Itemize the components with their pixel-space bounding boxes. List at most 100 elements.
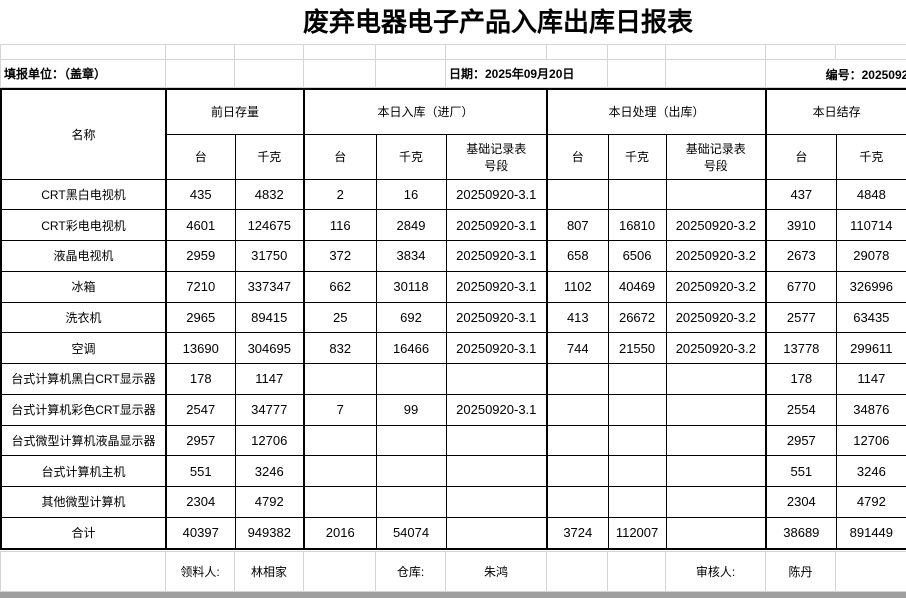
data-cell: 2957 xyxy=(765,424,837,457)
data-cell xyxy=(607,455,667,487)
col-header-name: 名称 xyxy=(0,88,167,180)
report-table: 名称 前日存量 本日入库（进厂） 本日处理（出库） 本日结存 台 千克 台 千克… xyxy=(0,88,906,550)
data-cell xyxy=(445,363,548,395)
auditor-name: 陈丹 xyxy=(765,551,836,592)
title-row: 废弃电器电子产品入库出库日报表 xyxy=(0,0,906,44)
warehouse-keeper-name: 朱鸿 xyxy=(445,551,547,592)
data-cell: 2304 xyxy=(765,486,837,518)
data-cell xyxy=(546,178,609,211)
data-cell: 34777 xyxy=(234,393,305,426)
data-cell xyxy=(665,486,767,518)
data-cell xyxy=(445,486,548,518)
serial-number-label: 编号：20250920 xyxy=(765,59,906,88)
data-cell: 110714 xyxy=(835,209,906,241)
data-cell: 2673 xyxy=(765,240,837,272)
table-row: 台式计算机主机 551 3246 551 3246 xyxy=(0,455,906,487)
row-name-cell: CRT彩电电视机 xyxy=(0,209,167,241)
data-cell xyxy=(665,178,767,211)
data-cell: 20250920-3.1 xyxy=(445,393,548,426)
data-cell: 2965 xyxy=(165,301,236,334)
data-cell: 4792 xyxy=(835,486,906,518)
data-cell: 2849 xyxy=(375,209,447,241)
data-cell: 2016 xyxy=(303,516,377,550)
data-cell: 20250920-3.1 xyxy=(445,270,548,303)
data-cell xyxy=(665,516,767,550)
data-cell: 437 xyxy=(765,178,837,211)
table-row: CRT彩电电视机 4601 124675 116 2849 20250920-3.1 807… xyxy=(0,209,906,241)
data-cell: 304695 xyxy=(234,332,305,364)
data-cell: 178 xyxy=(765,363,837,395)
row-name-cell: 合计 xyxy=(0,516,167,550)
warehouse-label: 仓库: xyxy=(375,551,446,592)
row-name-cell: 空调 xyxy=(0,332,167,364)
unit-header: 台 xyxy=(165,133,236,180)
data-cell: 25 xyxy=(303,301,377,334)
data-cell: 112007 xyxy=(607,516,667,550)
data-cell: 40397 xyxy=(165,516,236,550)
picker-name: 林相家 xyxy=(234,551,304,592)
unit-header: 基础记录表 号段 xyxy=(665,133,767,180)
unit-header: 千克 xyxy=(375,133,447,180)
data-cell xyxy=(303,363,377,395)
data-cell: 4832 xyxy=(234,178,305,211)
sheet-end-strip xyxy=(0,592,906,598)
data-cell: 658 xyxy=(546,240,609,272)
data-cell: 116 xyxy=(303,209,377,241)
data-cell xyxy=(607,424,667,457)
data-cell: 99 xyxy=(375,393,447,426)
data-cell: 551 xyxy=(765,455,837,487)
data-cell: 2547 xyxy=(165,393,236,426)
data-cell: 4848 xyxy=(835,178,906,211)
data-cell: 891449 xyxy=(835,516,906,550)
data-cell: 26672 xyxy=(607,301,667,334)
row-name-cell: 洗衣机 xyxy=(0,301,167,334)
table-row: 液晶电视机 2959 31750 372 3834 20250920-3.1 658 6506… xyxy=(0,240,906,272)
total-row: 合计 40397 949382 2016 54074 3724 112007 38689 891… xyxy=(0,516,906,550)
data-cell: 13690 xyxy=(165,332,236,364)
unit-header: 基础记录表 号段 xyxy=(445,133,548,180)
unit-header: 千克 xyxy=(234,133,305,180)
data-cell: 12706 xyxy=(835,424,906,457)
data-cell xyxy=(665,455,767,487)
row-name-cell: 液晶电视机 xyxy=(0,240,167,272)
reporting-unit-label: 填报单位：（盖章） xyxy=(0,59,166,88)
group-header-outbound: 本日处理（出库） xyxy=(546,88,767,135)
data-cell: 124675 xyxy=(234,209,305,241)
data-cell: 3834 xyxy=(375,240,447,272)
data-cell xyxy=(546,363,609,395)
data-cell: 16810 xyxy=(607,209,667,241)
group-header-inbound: 本日入库（进厂） xyxy=(303,88,548,135)
data-cell: 12706 xyxy=(234,424,305,457)
data-cell: 20250920-3.2 xyxy=(665,209,767,241)
data-cell: 4792 xyxy=(234,486,305,518)
data-cell: 20250920-3.1 xyxy=(445,332,548,364)
table-row: 其他微型计算机 2304 4792 2304 4792 xyxy=(0,486,906,518)
unit-header-row: 台 千克 台 千克 基础记录表 号段 台 千克 基础记录表 号段 台 千克 xyxy=(1,133,906,180)
data-cell: 16 xyxy=(375,178,447,211)
data-cell xyxy=(665,424,767,457)
data-cell: 299611 xyxy=(835,332,906,364)
blank-grid-row xyxy=(0,44,906,60)
data-cell: 20250920-3.1 xyxy=(445,301,548,334)
data-cell: 38689 xyxy=(765,516,837,550)
data-cell: 20250920-3.2 xyxy=(665,270,767,303)
table-row: CRT黑白电视机 435 4832 2 16 20250920-3.1 437 4848 xyxy=(0,178,906,211)
data-cell: 16466 xyxy=(375,332,447,364)
row-name-cell: 台式计算机黑白CRT显示器 xyxy=(0,363,167,395)
data-cell: 89415 xyxy=(234,301,305,334)
data-cell: 692 xyxy=(375,301,447,334)
data-cell xyxy=(445,424,548,457)
data-cell: 1147 xyxy=(234,363,305,395)
data-cell xyxy=(375,455,447,487)
data-cell: 2957 xyxy=(165,424,236,457)
unit-header: 千克 xyxy=(607,133,667,180)
data-cell xyxy=(445,516,548,550)
data-cell: 1147 xyxy=(835,363,906,395)
data-cell: 435 xyxy=(165,178,236,211)
data-cell xyxy=(375,363,447,395)
data-cell: 326996 xyxy=(835,270,906,303)
data-cell: 413 xyxy=(546,301,609,334)
data-cell xyxy=(303,424,377,457)
data-cell: 178 xyxy=(165,363,236,395)
data-cell: 3724 xyxy=(546,516,609,550)
